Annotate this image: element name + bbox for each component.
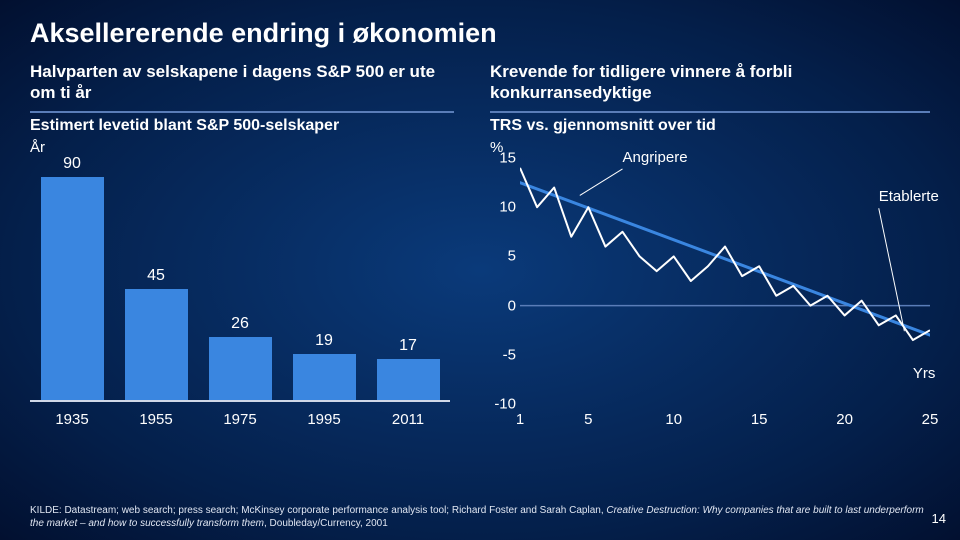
line-chart: -10-50510151510152025YrsAngripereEtabler… bbox=[490, 158, 930, 428]
bar: 90 bbox=[41, 177, 104, 402]
bar-value-label: 19 bbox=[293, 332, 356, 350]
bar-category-label: 1975 bbox=[198, 411, 282, 428]
x-axis-unit-label: Yrs bbox=[913, 365, 936, 382]
footer-prefix: KILDE: Datastream; web search; press sea… bbox=[30, 505, 606, 516]
y-tick-label: 15 bbox=[490, 150, 516, 167]
bar-category-label: 2011 bbox=[366, 411, 450, 428]
y-tick-label: 10 bbox=[490, 199, 516, 216]
source-footer: KILDE: Datastream; web search; press sea… bbox=[30, 505, 930, 530]
bar: 45 bbox=[125, 289, 188, 402]
right-y-axis-label: % bbox=[490, 139, 930, 156]
x-tick-label: 1 bbox=[516, 411, 524, 428]
right-subsub: TRS vs. gjennomsnitt over tid bbox=[490, 117, 930, 135]
bar-value-label: 45 bbox=[125, 267, 188, 285]
bar-chart: 9045261917 19351955197519952011 bbox=[30, 158, 450, 428]
bar-value-label: 90 bbox=[41, 155, 104, 173]
left-rule bbox=[30, 111, 454, 113]
x-tick-label: 10 bbox=[665, 411, 682, 428]
bar-category-label: 1935 bbox=[30, 411, 114, 428]
bar-value-label: 17 bbox=[377, 337, 440, 355]
bar: 17 bbox=[377, 359, 440, 402]
bar-value-label: 26 bbox=[209, 315, 272, 333]
bar-category-label: 1955 bbox=[114, 411, 198, 428]
right-column: Krevende for tidligere vinnere å forbli … bbox=[490, 61, 930, 428]
y-tick-label: 5 bbox=[490, 248, 516, 265]
bar: 26 bbox=[209, 337, 272, 402]
page-number: 14 bbox=[932, 511, 946, 526]
right-rule bbox=[490, 111, 930, 113]
y-tick-label: -10 bbox=[490, 396, 516, 413]
x-tick-label: 5 bbox=[584, 411, 592, 428]
line-chart-svg bbox=[520, 158, 930, 404]
bar-baseline bbox=[30, 400, 450, 402]
chart-annotation: Angripere bbox=[623, 149, 688, 166]
bar-category-label: 1995 bbox=[282, 411, 366, 428]
slide-root: Aksellererende endring i økonomien Halvp… bbox=[0, 0, 960, 540]
x-tick-label: 25 bbox=[922, 411, 939, 428]
x-tick-label: 20 bbox=[836, 411, 853, 428]
columns: Halvparten av selskapene i dagens S&P 50… bbox=[30, 61, 930, 428]
left-y-axis-label: År bbox=[30, 139, 454, 156]
x-tick-label: 15 bbox=[751, 411, 768, 428]
footer-suffix: , Doubleday/Currency, 2001 bbox=[264, 518, 388, 529]
right-subhead: Krevende for tidligere vinnere å forbli … bbox=[490, 61, 930, 105]
y-tick-label: -5 bbox=[490, 346, 516, 363]
chart-annotation: Etablerte bbox=[879, 188, 939, 205]
left-column: Halvparten av selskapene i dagens S&P 50… bbox=[30, 61, 454, 428]
left-subsub: Estimert levetid blant S&P 500-selskaper bbox=[30, 117, 454, 135]
page-title: Aksellererende endring i økonomien bbox=[30, 18, 930, 49]
y-tick-label: 0 bbox=[490, 297, 516, 314]
left-subhead: Halvparten av selskapene i dagens S&P 50… bbox=[30, 61, 454, 105]
bar: 19 bbox=[293, 354, 356, 402]
